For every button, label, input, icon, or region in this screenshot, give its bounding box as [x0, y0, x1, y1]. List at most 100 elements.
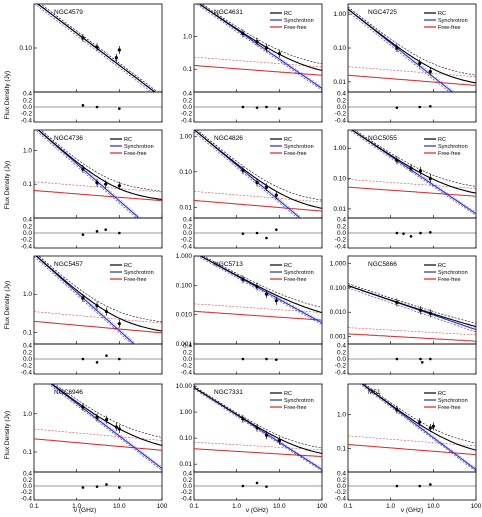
- residual-point: [265, 357, 268, 361]
- residual-tick-label: 0.0: [23, 230, 32, 237]
- residual-point: [402, 232, 405, 235]
- residual-point: [429, 231, 432, 234]
- freefree-curve: [34, 320, 162, 334]
- y-tick-label: 0.100: [330, 285, 347, 292]
- residual-tick-label: -0.4: [21, 117, 33, 124]
- legend-label: Synchrotron: [284, 144, 314, 150]
- legend-label: Synchrotron: [284, 18, 314, 24]
- x-tick-label: 10.0: [427, 503, 440, 510]
- residual-point: [241, 232, 245, 235]
- synchrotron-curve: [35, 256, 136, 344]
- data-point: [241, 31, 245, 36]
- x-tick-label: 100: [157, 503, 168, 510]
- residual-tick-label: 0.2: [23, 477, 32, 484]
- residual-point: [429, 357, 432, 361]
- y-tick-label: 1.0: [23, 291, 32, 298]
- legend-label: RC: [284, 11, 292, 17]
- panel-ngc5457: 0.1 1.0 0.40.20.0-0.2-0.4 NGC5457 RCSynchrot…: [21, 255, 163, 376]
- y-tick-label: 1.0: [23, 147, 32, 154]
- freefree-curve: [348, 74, 476, 86]
- residual-tick-label: 0.4: [337, 91, 346, 98]
- data-point: [274, 299, 278, 303]
- residual-point: [418, 105, 422, 109]
- rc-upper-curve: [40, 130, 162, 192]
- legend-label: Free-free: [124, 277, 147, 283]
- legend-label: Synchrotron: [438, 18, 468, 24]
- data-point: [117, 427, 121, 431]
- residual-tick-label: -0.4: [21, 495, 33, 502]
- y-axis-title-row1: Flux Density (Jy): [4, 71, 11, 119]
- data-point: [431, 424, 435, 428]
- residual-point: [81, 233, 85, 236]
- legend-label: Synchrotron: [284, 398, 314, 404]
- y-tick-label: 0.10: [19, 45, 32, 52]
- residual-tick-label: 0.2: [337, 223, 346, 230]
- model-curves: [348, 6, 476, 92]
- residual-point: [265, 485, 268, 488]
- freefree-curve: [34, 438, 162, 451]
- residual-point: [265, 236, 268, 240]
- residual-point: [255, 481, 259, 485]
- y-tick-label: 1.0: [23, 411, 32, 418]
- residual-point: [81, 104, 85, 107]
- residual-point: [275, 358, 278, 361]
- x-tick-label: 0.1: [189, 503, 198, 510]
- data-point: [418, 61, 422, 66]
- residual-tick-label: 0.2: [23, 349, 32, 356]
- residual-tick-label: -0.4: [181, 369, 193, 376]
- y-tick-label: 0.10: [333, 45, 346, 52]
- y-tick-label: 1.0: [337, 412, 346, 419]
- freefree-upper-curve: [194, 56, 322, 68]
- data-point: [95, 181, 99, 185]
- residual-tick-label: 0.2: [337, 349, 346, 356]
- model-curves: [348, 384, 476, 472]
- data-point: [277, 52, 281, 56]
- data-point: [395, 46, 399, 50]
- rc-curve: [361, 384, 476, 451]
- y-axis-title-row2: Flux Density (Jy): [4, 161, 11, 209]
- y-tick-label: 1.00: [333, 11, 346, 18]
- residual-point: [395, 484, 399, 488]
- residual-tick-label: 0.2: [183, 477, 192, 484]
- freefree-curve: [194, 65, 322, 76]
- residual-tick-label: 0.4: [337, 217, 346, 224]
- rc-upper-curve: [194, 385, 322, 449]
- residual-point: [395, 231, 399, 235]
- y-tick-label: 1.00: [333, 145, 346, 152]
- residual-tick-label: -0.4: [181, 243, 193, 250]
- residual-tick-label: -0.2: [21, 363, 33, 370]
- x-axis-title-col3: ν (GHz): [401, 507, 423, 514]
- residual-tick-label: 0.4: [183, 471, 192, 478]
- residual-tick-label: 0.4: [23, 343, 32, 350]
- residual-tick-label: -0.4: [181, 117, 193, 124]
- data-point: [264, 46, 269, 50]
- rc-curve: [348, 285, 476, 328]
- synchrotron-lower-curve: [196, 4, 322, 91]
- legend-label: RC: [438, 263, 446, 269]
- freefree-curve: [348, 186, 476, 197]
- rc-upper-curve: [40, 4, 159, 92]
- residual-point: [95, 485, 99, 488]
- residual-tick-label: -0.4: [335, 369, 347, 376]
- data-point: [241, 168, 245, 172]
- y-tick-label: 0.1: [337, 445, 346, 452]
- data-point: [264, 433, 269, 437]
- data-point: [428, 311, 432, 315]
- model-curves: [34, 384, 162, 471]
- residual-point: [429, 105, 432, 108]
- panel-title: NGC4826: [214, 135, 243, 142]
- residual-point: [118, 486, 121, 489]
- freefree-upper-curve: [34, 181, 162, 193]
- x-tick-label: 1.0: [232, 503, 241, 510]
- x-axis-title-col2: ν (GHz): [246, 507, 268, 514]
- rc-upper-curve: [364, 384, 476, 444]
- synchrotron-upper-curve: [348, 6, 456, 92]
- residual-tick-label: -0.4: [335, 117, 347, 124]
- freefree-curve: [194, 448, 322, 458]
- y-axis-title-row4: Flux Density (Jy): [4, 411, 11, 459]
- data-point: [418, 308, 423, 312]
- data-point: [117, 322, 121, 326]
- freefree-upper-curve: [194, 441, 322, 451]
- legend-label: Synchrotron: [284, 270, 314, 276]
- residual-point: [81, 357, 85, 361]
